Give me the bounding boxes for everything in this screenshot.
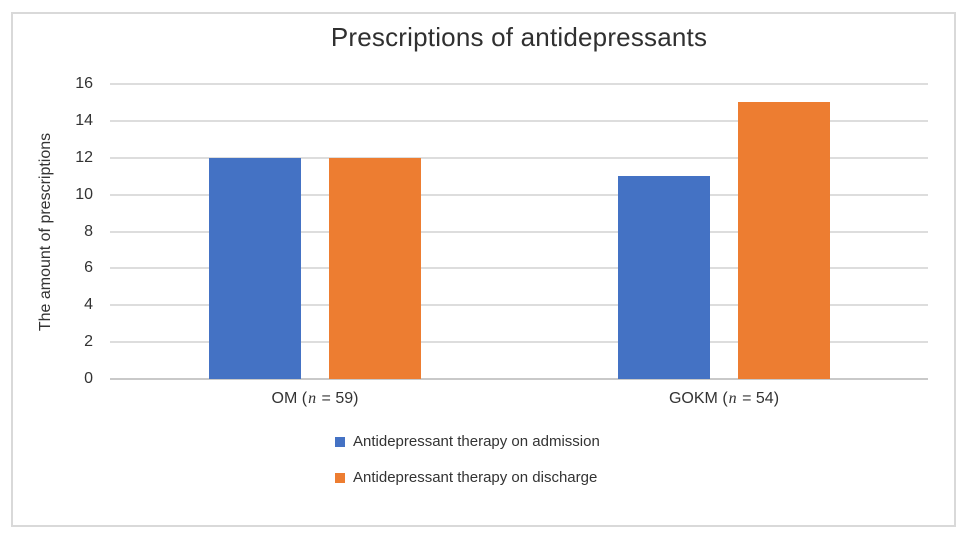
y-tick-10: 10 [75,186,93,203]
legend-item-discharge: Antidepressant therapy on discharge [335,469,597,486]
y-tick-14: 14 [75,112,93,129]
legend-swatch-admission [335,436,345,447]
gridline-10 [110,194,928,196]
bar-om-admission [209,158,301,379]
legend-item-admission: Antidepressant therapy on admission [335,433,600,450]
x-label-om: OM (n = 59) [271,390,359,407]
y-tick-2: 2 [84,333,93,350]
y-tick-12: 12 [75,149,93,166]
y-tick-6: 6 [84,259,93,276]
bar-gokm-discharge [738,102,830,379]
y-tick-4: 4 [84,296,93,313]
x-axis-line [110,378,928,380]
bar-om-discharge [329,158,421,379]
y-tick-0: 0 [84,370,93,387]
gridline-12 [110,157,928,159]
gridline-14 [110,120,928,122]
gridline-6 [110,267,928,269]
gridline-4 [110,304,928,306]
gridline-2 [110,341,928,343]
bar-gokm-admission [618,176,710,379]
legend-label-discharge: Antidepressant therapy on discharge [353,469,598,486]
y-tick-16: 16 [75,75,93,92]
legend-swatch-discharge [335,472,345,483]
chart-title: Prescriptions of antidepressants [330,22,708,52]
plot-area [110,83,928,380]
n-variable: n [728,390,737,407]
gridline-16 [110,83,928,85]
n-variable: n [308,390,317,407]
gridline-8 [110,231,928,233]
x-label-gokm: GOKM (n = 54) [668,390,780,407]
y-tick-8: 8 [84,223,93,240]
legend-label-admission: Antidepressant therapy on admission [353,433,600,450]
